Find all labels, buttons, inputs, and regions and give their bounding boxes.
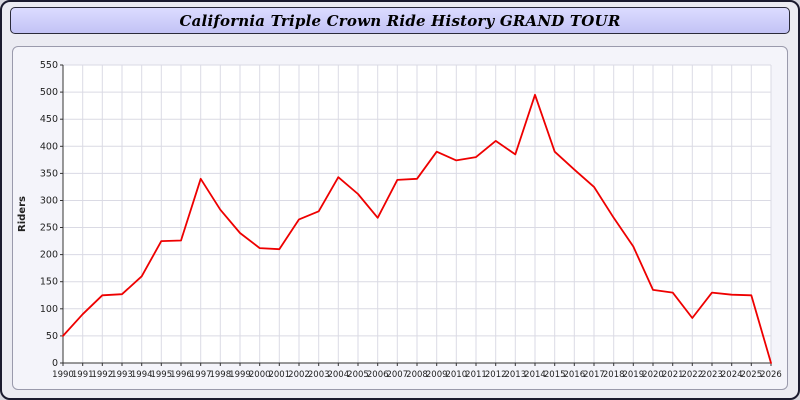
svg-text:1993: 1993: [111, 370, 133, 380]
svg-text:100: 100: [40, 304, 58, 315]
svg-text:2006: 2006: [367, 370, 389, 380]
svg-text:450: 450: [40, 114, 58, 125]
svg-text:2020: 2020: [642, 370, 664, 380]
svg-text:2013: 2013: [504, 370, 526, 380]
svg-text:2009: 2009: [426, 370, 448, 380]
svg-text:2001: 2001: [268, 370, 290, 380]
svg-text:2023: 2023: [701, 370, 723, 380]
svg-text:2002: 2002: [288, 370, 310, 380]
svg-text:2016: 2016: [563, 370, 585, 380]
svg-text:2008: 2008: [406, 370, 428, 380]
svg-text:350: 350: [40, 168, 58, 179]
svg-text:2000: 2000: [249, 370, 271, 380]
svg-text:50: 50: [46, 331, 58, 342]
svg-text:2012: 2012: [485, 370, 507, 380]
svg-text:2003: 2003: [308, 370, 330, 380]
svg-text:1994: 1994: [131, 370, 153, 380]
chart-panel: 0 50 100 150 200 250 300 350 400 450 500 550 1990 199…: [12, 46, 788, 390]
svg-text:Riders: Riders: [17, 196, 28, 232]
svg-text:2005: 2005: [347, 370, 369, 380]
page-title: California Triple Crown Ride History GRA…: [179, 11, 621, 30]
svg-text:2017: 2017: [583, 370, 605, 380]
svg-text:2022: 2022: [681, 370, 703, 380]
svg-text:2019: 2019: [622, 370, 644, 380]
svg-text:0: 0: [52, 358, 58, 369]
svg-text:250: 250: [40, 223, 58, 234]
svg-text:1998: 1998: [209, 370, 231, 380]
title-bar: California Triple Crown Ride History GRA…: [10, 7, 790, 34]
svg-text:1990: 1990: [52, 370, 74, 380]
svg-text:2026: 2026: [760, 370, 782, 380]
svg-text:2014: 2014: [524, 370, 546, 380]
svg-text:300: 300: [40, 196, 58, 207]
svg-text:400: 400: [40, 141, 58, 152]
svg-text:2018: 2018: [603, 370, 625, 380]
svg-text:2004: 2004: [327, 370, 349, 380]
svg-text:2015: 2015: [544, 370, 566, 380]
riders-line-chart: 0501001502002503003504004505005501990199…: [17, 60, 782, 380]
svg-text:500: 500: [40, 87, 58, 98]
svg-text:1997: 1997: [190, 370, 212, 380]
svg-text:2010: 2010: [445, 370, 467, 380]
svg-text:1992: 1992: [91, 370, 113, 380]
svg-text:200: 200: [40, 250, 58, 261]
svg-text:1995: 1995: [150, 370, 172, 380]
svg-text:2025: 2025: [740, 370, 762, 380]
svg-text:2007: 2007: [386, 370, 408, 380]
svg-text:150: 150: [40, 277, 58, 288]
svg-text:1999: 1999: [229, 370, 251, 380]
svg-text:1996: 1996: [170, 370, 192, 380]
svg-text:1991: 1991: [72, 370, 94, 380]
svg-text:2024: 2024: [721, 370, 743, 380]
svg-text:2011: 2011: [465, 370, 487, 380]
svg-text:2021: 2021: [662, 370, 684, 380]
svg-text:550: 550: [40, 60, 58, 71]
